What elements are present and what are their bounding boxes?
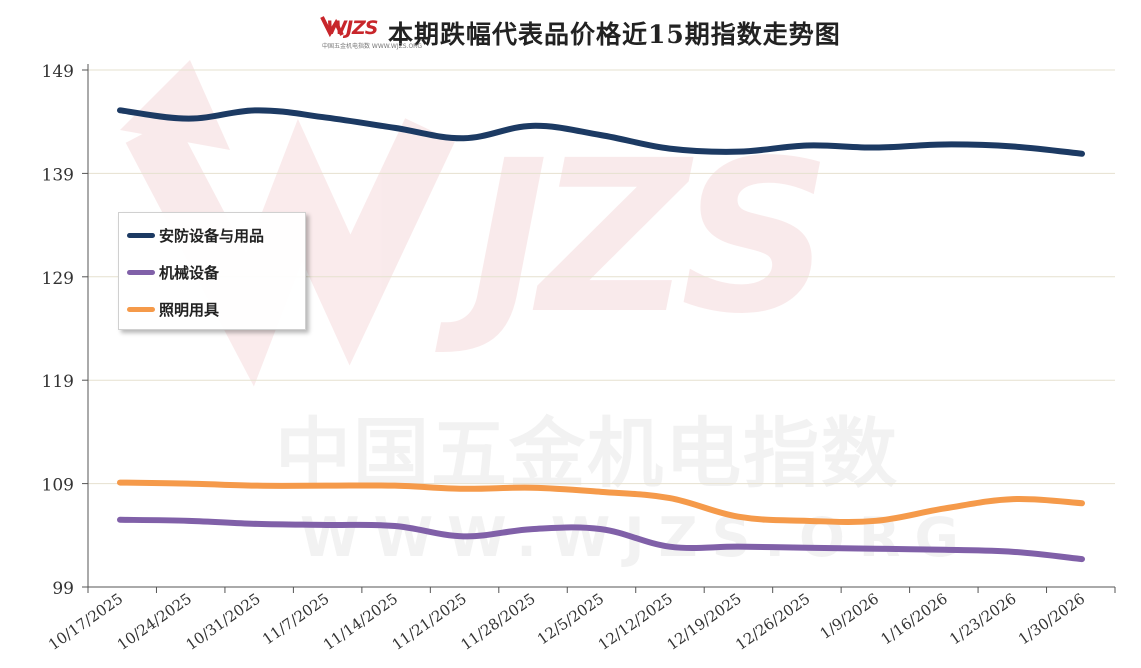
data-point [530, 124, 534, 128]
data-point [393, 126, 397, 130]
legend-item-machinery: 机械设备 [127, 260, 219, 284]
x-tick-label: 1/30/2026 [1015, 590, 1088, 649]
data-point [118, 481, 122, 485]
x-tick-label: 12/19/2025 [664, 590, 745, 654]
axes [87, 64, 1115, 588]
legend-item-security: 安防设备与用品 [127, 223, 264, 247]
data-point [324, 523, 328, 527]
data-point [187, 117, 191, 121]
x-tick-label: 11/14/2025 [320, 590, 401, 654]
data-point [599, 527, 603, 531]
data-point [736, 515, 740, 519]
data-point [255, 484, 259, 488]
legend-label: 安防设备与用品 [159, 226, 265, 245]
data-point [255, 108, 259, 112]
data-point [462, 487, 466, 491]
y-tick-label: 109 [42, 476, 74, 496]
data-point [324, 116, 328, 120]
data-point [736, 150, 740, 154]
legend-swatch [127, 269, 155, 275]
x-tick-label: 11/21/2025 [389, 590, 470, 654]
data-point [324, 484, 328, 488]
x-tick-label: 1/9/2026 [817, 590, 883, 643]
y-tick-label: 139 [42, 165, 74, 185]
x-tick-label: 1/23/2026 [946, 590, 1019, 649]
chart-header: WJZS 中国五金机电指数 WWW.WJZS.ORG 本期跌幅代表品价格近15期… [316, 8, 841, 58]
data-point [118, 108, 122, 112]
x-tick-label: 1/16/2026 [878, 590, 951, 649]
data-point [1080, 152, 1084, 156]
y-axis-ticks: 99 109 119 129 139 149 [42, 62, 88, 599]
data-point [668, 147, 672, 151]
x-tick-label: 12/26/2025 [732, 590, 813, 654]
data-point [874, 547, 878, 551]
data-point [187, 519, 191, 523]
legend-item-lighting: 照明用具 [127, 297, 219, 321]
data-point [187, 482, 191, 486]
data-point [530, 527, 534, 531]
x-tick-label: 10/17/2025 [45, 590, 126, 654]
data-point [874, 519, 878, 523]
y-tick-label: 119 [42, 372, 74, 392]
legend-swatch [127, 306, 155, 312]
data-point [668, 545, 672, 549]
x-tick-label: 10/24/2025 [114, 590, 195, 654]
x-tick-label: 10/31/2025 [183, 590, 264, 654]
legend-swatch [127, 232, 155, 238]
y-tick-label: 129 [42, 269, 74, 289]
data-point [943, 548, 947, 552]
data-point [393, 524, 397, 528]
legend-label: 机械设备 [159, 263, 220, 282]
legend: 安防设备与用品 机械设备 照明用具 [118, 212, 306, 330]
data-point [805, 143, 809, 147]
x-axis-ticks: 10/17/202510/24/202510/31/202511/7/20251… [45, 587, 1116, 654]
y-tick-label: 99 [52, 579, 74, 599]
data-point [118, 518, 122, 522]
data-point [599, 490, 603, 494]
data-point [255, 522, 259, 526]
wjzs-logo: WJZS 中国五金机电指数 WWW.WJZS.ORG [320, 16, 422, 50]
data-point [393, 484, 397, 488]
data-point [943, 506, 947, 510]
data-point [805, 519, 809, 523]
data-point [1080, 501, 1084, 505]
legend-label: 照明用具 [159, 300, 220, 319]
watermark: JZS 中国五金机电指数 WWW.WJZS.ORG [120, 60, 959, 569]
data-point [1080, 557, 1084, 561]
x-tick-label: 11/28/2025 [457, 590, 538, 654]
data-point [1011, 497, 1015, 501]
data-point [1011, 145, 1015, 149]
data-point [874, 146, 878, 150]
y-tick-label: 149 [42, 62, 74, 82]
chart-title: 本期跌幅代表品价格近15期指数走势图 [388, 20, 841, 49]
data-point [599, 133, 603, 137]
x-tick-label: 12/12/2025 [595, 590, 676, 654]
data-point [1011, 550, 1015, 554]
data-point [462, 534, 466, 538]
svg-text:JZS: JZS [435, 115, 822, 360]
data-point [736, 545, 740, 549]
series-lines [117, 107, 1085, 563]
data-point [943, 142, 947, 146]
data-point [805, 546, 809, 550]
data-point [530, 486, 534, 490]
data-point [668, 496, 672, 500]
data-point [462, 136, 466, 140]
